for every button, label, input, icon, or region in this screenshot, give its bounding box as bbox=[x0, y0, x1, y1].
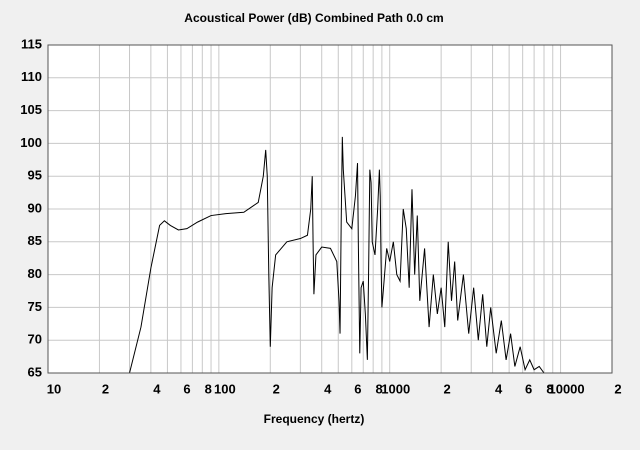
y-tick-label: 75 bbox=[28, 299, 42, 314]
x-tick-label: 2 bbox=[444, 381, 451, 396]
y-tick-label: 90 bbox=[28, 200, 42, 215]
y-tick-label: 95 bbox=[28, 168, 42, 183]
x-tick-label: 8 bbox=[205, 381, 212, 396]
y-tick-label: 80 bbox=[28, 266, 42, 281]
x-tick-label: 100 bbox=[214, 381, 236, 396]
x-tick-label: 4 bbox=[324, 381, 332, 396]
x-tick-label: 4 bbox=[495, 381, 503, 396]
x-tick-label: 4 bbox=[153, 381, 161, 396]
x-tick-label: 8 bbox=[546, 381, 553, 396]
x-tick-label: 6 bbox=[525, 381, 532, 396]
x-tick-label: 8 bbox=[376, 381, 383, 396]
y-tick-label: 100 bbox=[20, 135, 42, 150]
y-tick-label: 105 bbox=[20, 102, 42, 117]
x-tick-label: 1000 bbox=[381, 381, 410, 396]
y-tick-label: 115 bbox=[21, 36, 42, 51]
x-tick-label: 10000 bbox=[548, 381, 584, 396]
y-tick-label: 110 bbox=[21, 69, 42, 84]
x-tick-label: 2 bbox=[614, 381, 621, 396]
x-tick-label: 2 bbox=[273, 381, 280, 396]
y-tick-label: 65 bbox=[28, 364, 42, 379]
x-tick-label: 6 bbox=[183, 381, 190, 396]
plot-border bbox=[47, 44, 613, 374]
y-tick-label: 70 bbox=[28, 332, 42, 347]
x-tick-label: 10 bbox=[47, 381, 61, 396]
x-tick-label: 6 bbox=[354, 381, 361, 396]
chart-title: Acoustical Power (dB) Combined Path 0.0 … bbox=[184, 11, 443, 25]
y-tick-label: 85 bbox=[28, 233, 42, 248]
data-line bbox=[129, 136, 545, 374]
x-tick-label: 2 bbox=[102, 381, 109, 396]
x-axis-label: Frequency (hertz) bbox=[264, 412, 365, 426]
